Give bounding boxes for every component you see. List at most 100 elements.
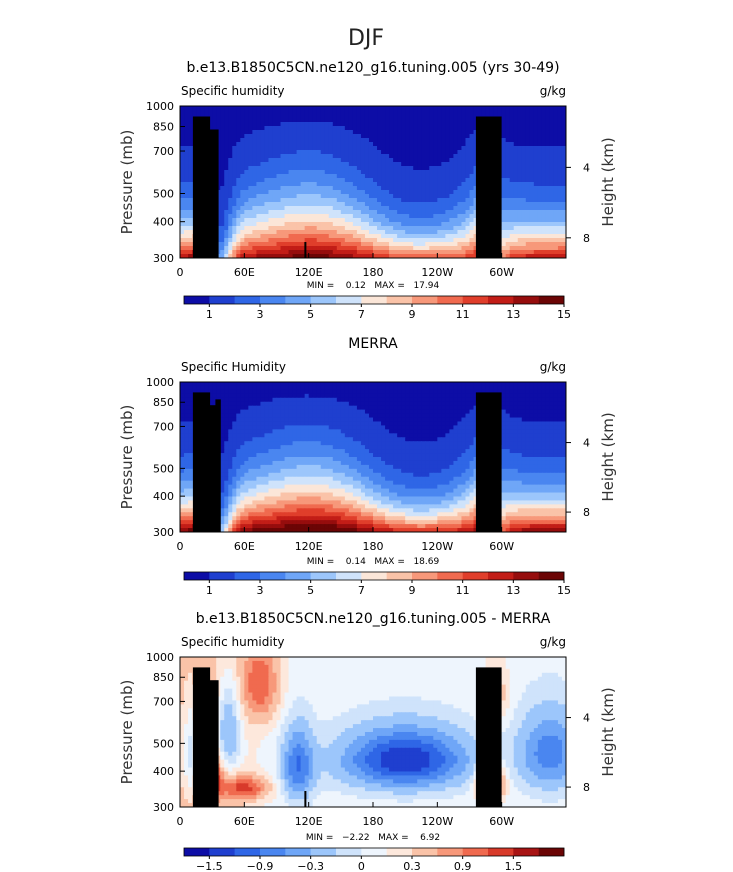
heatmap-cell — [264, 250, 270, 255]
heatmap-cell — [256, 154, 262, 159]
heatmap-cell — [437, 429, 442, 434]
heatmap-cell — [184, 130, 189, 135]
heatmap-cell — [441, 182, 446, 187]
heatmap-cell — [368, 238, 374, 243]
heatmap-cell — [461, 202, 467, 207]
heatmap-cell — [368, 393, 374, 399]
heatmap-cell — [553, 162, 559, 167]
heatmap-cell — [521, 126, 527, 131]
heatmap-cell — [421, 254, 426, 258]
heatmap-cell — [332, 214, 338, 219]
heatmap-cell — [344, 234, 350, 239]
heatmap-cell — [324, 138, 330, 143]
heatmap-cell — [445, 166, 450, 171]
heatmap-cell — [553, 238, 559, 243]
heatmap-cell — [397, 142, 402, 147]
heatmap-cell — [549, 150, 555, 155]
heatmap-cell — [260, 401, 266, 407]
heatmap-cell — [304, 146, 310, 151]
heatmap-cell — [549, 154, 555, 159]
heatmap-cell — [324, 170, 330, 175]
heatmap-cell — [473, 194, 479, 199]
heatmap-cell — [437, 186, 442, 191]
heatmap-cell — [473, 413, 479, 419]
heatmap-cell — [328, 429, 334, 434]
heatmap-cell — [461, 409, 467, 415]
heatmap-cell — [348, 174, 354, 179]
heatmap-cell — [184, 202, 189, 207]
heatmap-cell — [352, 230, 358, 235]
heatmap-cell — [473, 405, 479, 411]
heatmap-cell — [264, 106, 270, 111]
heatmap-cell — [268, 382, 274, 387]
heatmap-cell — [529, 421, 535, 427]
heatmap-cell — [280, 182, 286, 187]
heatmap-cell — [312, 254, 318, 258]
heatmap-cell — [264, 230, 270, 235]
heatmap-cell — [316, 405, 322, 411]
heatmap-cell — [457, 194, 463, 199]
heatmap-cell — [457, 429, 463, 434]
heatmap-cell — [356, 106, 362, 111]
heatmap-cell — [180, 405, 185, 411]
heatmap-cell — [308, 194, 314, 199]
heatmap-cell — [513, 134, 519, 139]
heatmap-cell — [461, 170, 467, 175]
heatmap-cell — [260, 122, 266, 127]
heatmap-cell — [296, 106, 302, 111]
heatmap-cell — [401, 146, 406, 151]
heatmap-cell — [465, 110, 471, 115]
heatmap-cell — [244, 425, 249, 430]
heatmap-cell — [465, 417, 471, 423]
heatmap-cell — [180, 397, 185, 403]
heatmap-cell — [356, 409, 362, 415]
heatmap-cell — [537, 126, 543, 131]
heatmap-cell — [240, 421, 245, 427]
heatmap-cell — [308, 409, 314, 415]
heatmap-cell — [368, 166, 374, 171]
heatmap-cell — [501, 110, 507, 115]
heatmap-cell — [300, 174, 306, 179]
colorbar-swatch — [437, 296, 463, 304]
heatmap-cell — [377, 242, 382, 247]
heatmap-cell — [513, 190, 519, 195]
heatmap-cell — [373, 206, 378, 211]
heatmap-cell — [501, 154, 507, 159]
heatmap-cell — [533, 210, 539, 215]
heatmap-cell — [385, 409, 390, 415]
heatmap-cell — [553, 234, 559, 239]
heatmap-cell — [344, 242, 350, 247]
heatmap-cell — [292, 214, 298, 219]
heatmap-cell — [364, 425, 370, 430]
heatmap-cell — [453, 174, 459, 179]
heatmap-cell — [264, 158, 270, 163]
heatmap-cell — [537, 194, 543, 199]
heatmap-cell — [557, 401, 563, 407]
heatmap-cell — [541, 417, 547, 423]
heatmap-cell — [264, 198, 270, 203]
heatmap-cell — [429, 385, 434, 391]
heatmap-cell — [340, 226, 346, 231]
heatmap-cell — [344, 210, 350, 215]
heatmap-cell — [340, 401, 346, 407]
heatmap-cell — [561, 250, 566, 255]
heatmap-cell — [401, 122, 406, 127]
heatmap-cell — [421, 397, 426, 403]
heatmap-cell — [368, 250, 374, 255]
heatmap-cell — [180, 190, 185, 195]
heatmap-cell — [184, 393, 189, 399]
heatmap-cell — [224, 230, 229, 235]
heatmap-cell — [320, 250, 326, 255]
heatmap-cell — [316, 186, 322, 191]
heatmap-cell — [533, 118, 539, 123]
heatmap-cell — [308, 154, 314, 159]
heatmap-cell — [304, 397, 310, 403]
heatmap-cell — [368, 397, 374, 403]
heatmap-cell — [517, 190, 523, 195]
heatmap-cell — [469, 182, 475, 187]
heatmap-cell — [288, 425, 294, 430]
heatmap-cell — [180, 421, 185, 427]
heatmap-cell — [260, 389, 266, 395]
heatmap-cell — [212, 401, 217, 407]
colorbar-swatch — [361, 296, 387, 304]
